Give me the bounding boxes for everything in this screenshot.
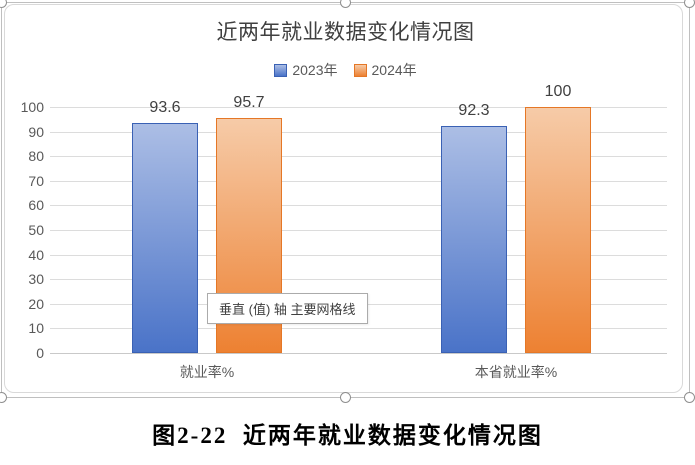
major-gridline[interactable]	[50, 353, 667, 354]
x-axis-category-label: 就业率%	[179, 364, 235, 380]
y-axis-tick-label: 100	[20, 99, 44, 115]
major-gridline[interactable]	[50, 205, 667, 206]
resize-handle-top-center[interactable]	[340, 0, 351, 8]
legend[interactable]: 2023年 2024年	[4, 60, 687, 80]
bar-2024年-本省就业率%[interactable]	[525, 107, 591, 353]
resize-handle-bottom-left[interactable]	[0, 392, 7, 403]
y-axis-tick-label: 20	[28, 296, 44, 312]
y-axis-tick-label: 40	[28, 247, 44, 263]
y-axis-tick-label: 50	[28, 222, 44, 238]
y-axis-tick-label: 90	[28, 124, 44, 140]
data-label: 92.3	[458, 102, 490, 119]
y-axis-tick-label: 0	[36, 345, 44, 361]
data-label: 100	[544, 83, 572, 100]
gridline-tooltip-text: 垂直 (值) 轴 主要网格线	[219, 302, 356, 317]
data-label: 95.7	[233, 94, 265, 111]
resize-handle-bottom-right[interactable]	[684, 392, 695, 403]
major-gridline[interactable]	[50, 255, 667, 256]
chart-title[interactable]: 近两年就业数据变化情况图	[216, 21, 475, 44]
major-gridline[interactable]	[50, 181, 667, 182]
legend-item-2023年[interactable]: 2023年	[274, 60, 338, 80]
resize-handle-top-left[interactable]	[0, 0, 7, 8]
y-axis-tick-label: 70	[28, 173, 44, 189]
bar-2023年-本省就业率%[interactable]	[441, 126, 507, 353]
y-axis-tick-label: 60	[28, 197, 44, 213]
legend-label: 2024年	[371, 62, 417, 78]
x-axis-category-label: 本省就业率%	[474, 364, 558, 380]
major-gridline[interactable]	[50, 132, 667, 133]
legend-swatch-icon	[353, 63, 367, 77]
figure-caption: 图2-22 近两年就业数据变化情况图	[152, 423, 543, 448]
legend-item-2024年[interactable]: 2024年	[353, 60, 417, 80]
major-gridline[interactable]	[50, 156, 667, 157]
bar-2023年-就业率%[interactable]	[132, 123, 198, 353]
gridline-tooltip: 垂直 (值) 轴 主要网格线	[207, 293, 368, 324]
major-gridline[interactable]	[50, 230, 667, 231]
major-gridline[interactable]	[50, 279, 667, 280]
major-gridline[interactable]	[50, 107, 667, 108]
resize-handle-bottom-center[interactable]	[340, 392, 351, 403]
y-axis-tick-label: 30	[28, 271, 44, 287]
legend-label: 2023年	[292, 62, 338, 78]
y-axis-tick-label: 10	[28, 320, 44, 336]
legend-swatch-icon	[274, 63, 288, 77]
major-gridline[interactable]	[50, 328, 667, 329]
resize-handle-top-right[interactable]	[684, 0, 695, 8]
y-axis-tick-label: 80	[28, 148, 44, 164]
data-label: 93.6	[149, 99, 181, 116]
